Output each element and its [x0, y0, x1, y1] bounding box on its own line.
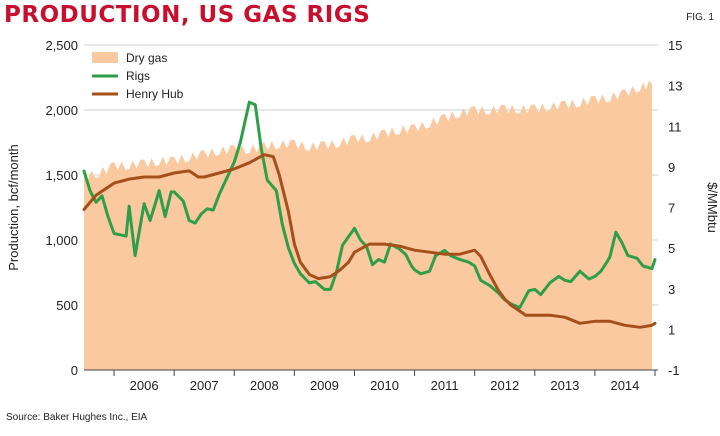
- y-right-tick-label: 15: [668, 38, 682, 53]
- y-right-tick-label: 5: [668, 241, 675, 256]
- y-left-tick-label: 0: [71, 363, 78, 378]
- y-right-tick-label: 1: [668, 322, 675, 337]
- x-tick-label: 2013: [550, 378, 579, 393]
- legend-label: Rigs: [126, 69, 150, 83]
- dry-gas-area: [84, 80, 652, 371]
- legend: Dry gas Rigs Henry Hub: [92, 51, 184, 101]
- y-axis-right-label: $/MMbtu: [705, 182, 720, 233]
- y-left-tick-label: 1,000: [45, 233, 78, 248]
- rigs-line: [82, 100, 657, 310]
- series-lines-layer: [82, 100, 657, 329]
- y-left-tick-label: 500: [56, 298, 78, 313]
- legend-label: Henry Hub: [126, 87, 184, 101]
- y-right-tick-label: 11: [668, 119, 682, 134]
- y-right-tick-label: 13: [668, 79, 682, 94]
- x-tick-label: 2014: [610, 378, 639, 393]
- y-left-tick-label: 2,500: [45, 38, 78, 53]
- x-tick-label: 2011: [431, 378, 459, 393]
- figure-label: FIG. 1: [686, 12, 714, 23]
- dry-gas-area-layer: [84, 80, 652, 371]
- x-tick-label: 2010: [370, 378, 399, 393]
- x-tick-label: 2012: [490, 378, 519, 393]
- y-right-tick-label: 7: [668, 201, 675, 216]
- y-axis-left-label: Production, bcf/month: [6, 144, 21, 270]
- axes: 05001,0001,5002,0002,500-113579111315200…: [45, 38, 682, 393]
- x-tick-label: 2006: [130, 378, 159, 393]
- y-left-tick-label: 2,000: [45, 103, 78, 118]
- y-left-tick-label: 1,500: [45, 168, 78, 183]
- x-tick-label: 2007: [190, 378, 219, 393]
- y-right-tick-label: 3: [668, 282, 675, 297]
- y-right-tick-label: -1: [668, 363, 680, 378]
- x-tick-label: 2009: [310, 378, 339, 393]
- y-right-tick-label: 9: [668, 160, 675, 175]
- henry-hub-line: [82, 153, 657, 329]
- legend-label: Dry gas: [126, 51, 167, 65]
- chart-title: PRODUCTION, US GAS RIGS: [4, 2, 371, 28]
- x-tick-label: 2008: [250, 378, 279, 393]
- source-note: Source: Baker Hughes Inc., EIA: [6, 412, 148, 423]
- legend-swatch-dry-gas: [92, 52, 118, 63]
